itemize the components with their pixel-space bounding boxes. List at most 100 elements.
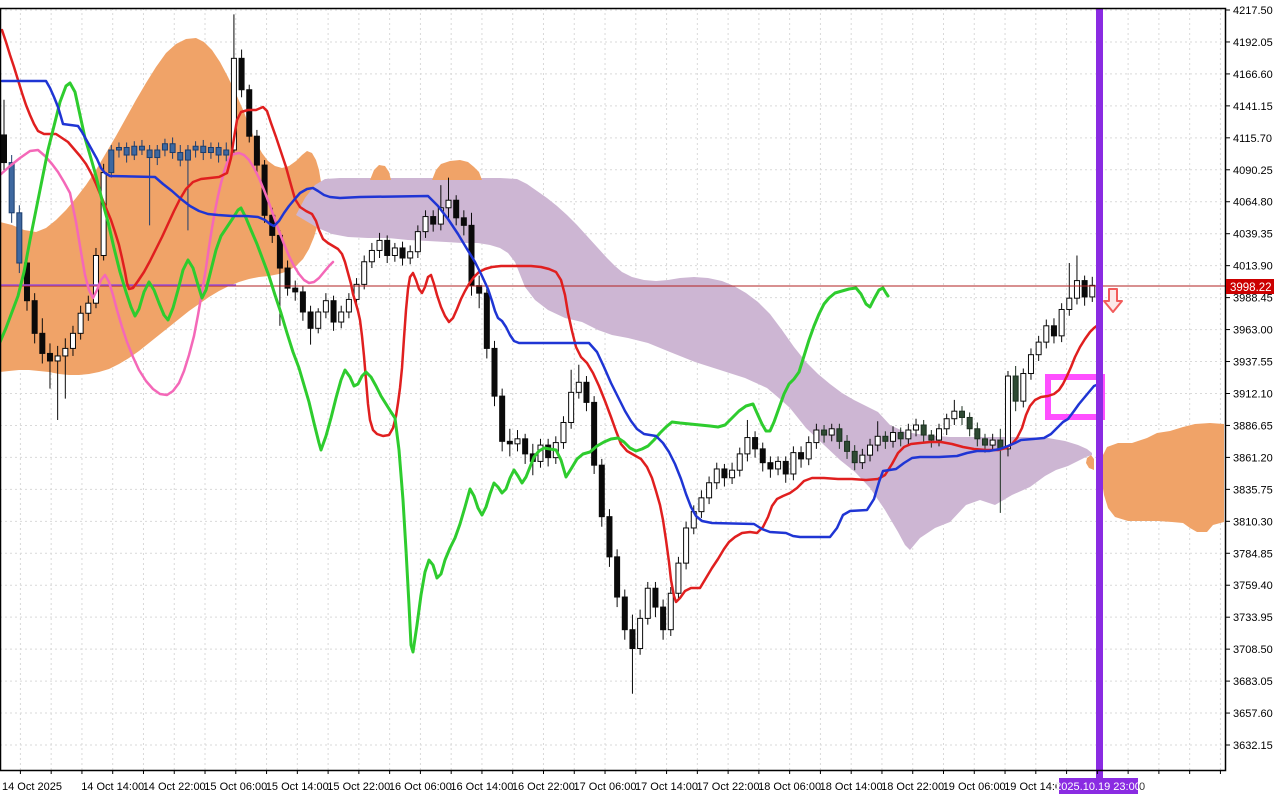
candle — [828, 423, 835, 442]
candle — [491, 340, 498, 407]
candle — [667, 586, 674, 636]
candle — [361, 255, 368, 290]
candle — [1081, 275, 1088, 306]
candle — [1058, 303, 1065, 343]
candle — [782, 456, 789, 483]
time-tick-label: 16 Oct 22:00 — [512, 781, 575, 793]
time-tick-label: 15 Oct 14:00 — [266, 781, 329, 793]
sell-arrow-icon[interactable] — [1103, 288, 1123, 313]
kijun-blue-line — [0, 79, 1101, 539]
time-tick-label: 18 Oct 06:00 — [758, 781, 821, 793]
candle — [430, 210, 437, 232]
candle — [644, 581, 651, 625]
candle — [621, 589, 628, 640]
time-tick-label: 18 Oct 14:00 — [820, 781, 883, 793]
candle — [422, 210, 429, 238]
candle — [499, 388, 506, 452]
price-axis[interactable]: 4217.50 4192.05 4166.60 4141.15 4115.70 4090.… — [1225, 5, 1273, 752]
candle — [752, 431, 759, 458]
candle — [192, 141, 199, 158]
candle — [476, 275, 483, 309]
pink-line-line — [0, 148, 335, 397]
current-time-value: 2025.10.19 23:00 — [1055, 781, 1141, 793]
candle — [821, 425, 828, 443]
candle — [882, 431, 889, 449]
candle — [1004, 371, 1011, 457]
candle — [568, 369, 575, 429]
candle — [223, 142, 230, 162]
candle — [384, 235, 391, 264]
time-tick-label: 17 Oct 06:00 — [574, 781, 637, 793]
price-tick-label: 3683.05 — [1233, 676, 1273, 688]
candle — [376, 232, 383, 258]
candle — [913, 418, 920, 437]
candle — [706, 476, 713, 505]
candle — [414, 225, 421, 258]
candle — [1020, 368, 1027, 408]
candle — [368, 242, 375, 269]
indicator-lines — [0, 28, 1101, 654]
candle — [813, 423, 820, 449]
candle — [77, 305, 84, 340]
candle — [874, 421, 881, 452]
partially-hidden-time-label: 0 — [1139, 781, 1145, 793]
time-tick-label: 18 Oct 22:00 — [881, 781, 944, 793]
candle — [138, 139, 145, 156]
candle — [322, 293, 329, 319]
candle — [353, 278, 360, 306]
candle — [1035, 335, 1042, 361]
candle — [928, 430, 935, 448]
candle — [974, 422, 981, 447]
candle — [614, 549, 621, 608]
candle — [606, 509, 613, 567]
price-tick-label: 4039.35 — [1233, 229, 1273, 241]
candle — [575, 364, 582, 399]
price-tick-label: 3657.60 — [1233, 708, 1273, 720]
time-tick-label: 15 Oct 06:00 — [204, 781, 267, 793]
candle — [522, 433, 529, 464]
candle — [338, 305, 345, 329]
candle — [246, 84, 253, 143]
current-time-marker[interactable] — [1096, 8, 1103, 778]
candle — [453, 195, 460, 226]
price-tick-label: 3733.95 — [1233, 612, 1273, 624]
candle — [483, 288, 490, 359]
tenkan-red-line — [0, 28, 1100, 604]
candle — [514, 430, 521, 452]
candle — [115, 142, 122, 158]
cloud-orange-sliver — [1086, 455, 1094, 470]
candle — [790, 446, 797, 481]
candle — [951, 399, 958, 426]
candle — [31, 293, 38, 344]
candle — [560, 416, 567, 449]
candle — [867, 438, 874, 462]
candle — [1, 99, 7, 173]
vertical-time-line[interactable] — [1096, 8, 1103, 778]
candle — [391, 242, 398, 262]
candle — [905, 423, 912, 446]
candle — [62, 338, 69, 399]
candle — [315, 308, 322, 334]
candle — [154, 144, 161, 166]
down-arrow-icon[interactable] — [1103, 288, 1123, 313]
candle — [1050, 318, 1057, 344]
candle — [598, 458, 605, 527]
candle — [8, 155, 15, 223]
candle — [299, 285, 306, 321]
candle — [46, 343, 53, 389]
candle — [1066, 263, 1073, 316]
candle — [989, 433, 996, 452]
candle — [890, 426, 897, 448]
candle — [16, 205, 23, 274]
candle — [215, 142, 222, 163]
candle — [85, 295, 92, 321]
candle — [292, 280, 299, 301]
candle — [169, 137, 176, 159]
candle — [131, 141, 138, 161]
candle — [583, 376, 590, 412]
candle — [591, 396, 598, 474]
price-tick-label: 4141.15 — [1233, 101, 1273, 113]
candle — [330, 295, 337, 331]
